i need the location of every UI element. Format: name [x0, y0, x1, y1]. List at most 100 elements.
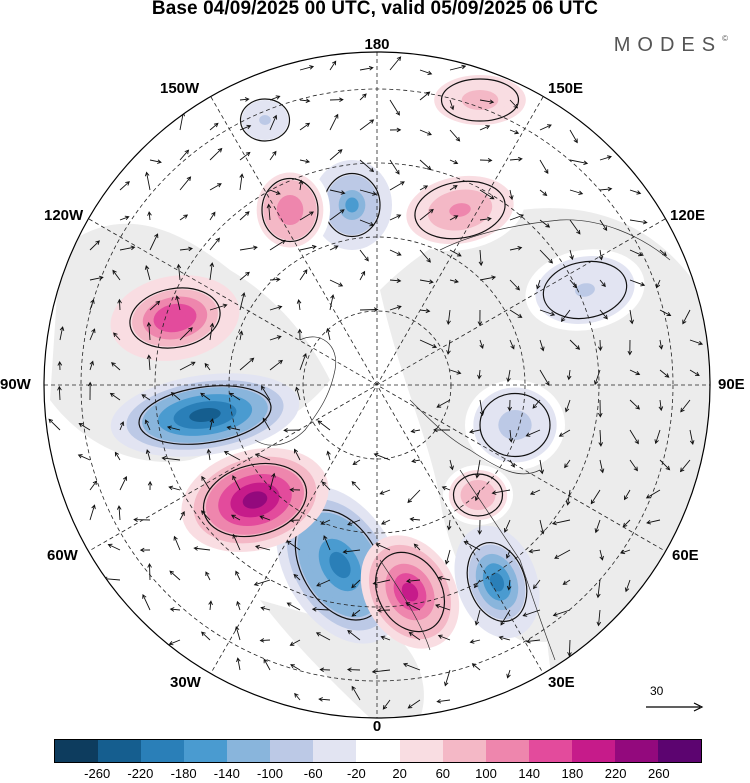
wind-vector-arrow [359, 219, 375, 227]
label-60w: 60W [47, 547, 78, 564]
wind-vector-arrow [262, 417, 271, 431]
wind-vector-arrow [209, 418, 215, 431]
wind-vector-arrow [209, 147, 223, 161]
wind-vectors [48, 56, 704, 710]
colorbar-bin-6 [313, 740, 357, 762]
wind-vector-arrow [419, 159, 432, 171]
wind-vector-arrow [509, 214, 525, 221]
colorbar [54, 739, 702, 763]
anomaly-contour-band [164, 310, 186, 326]
modes-logo: MODES© [614, 34, 728, 57]
wind-vector-arrow [539, 124, 552, 131]
wind-vector-arrow [325, 327, 331, 341]
wind-vector-arrow [629, 249, 643, 257]
anomaly-contour-band [401, 582, 419, 602]
wind-vector-arrow [529, 489, 541, 495]
wind-vector-arrow [689, 369, 700, 376]
wind-vector-arrow [596, 579, 601, 599]
wind-vector-arrow [629, 369, 641, 376]
colorbar-bin-14 [657, 740, 701, 762]
wind-vector-arrow [539, 519, 545, 535]
wind-vector-arrow [263, 658, 271, 671]
wind-vector-arrow [346, 667, 361, 673]
wind-vector-arrow [682, 309, 691, 325]
wind-vector-arrow [436, 698, 451, 704]
wind-vector-arrow [376, 608, 391, 613]
wind-vector-arrow [299, 269, 308, 281]
wind-vector-arrow [89, 298, 95, 311]
wind-vector-arrow [444, 549, 451, 565]
wind-vector-arrow [269, 472, 276, 491]
wind-vector-arrow [144, 419, 151, 431]
wind-vector-arrow [147, 211, 152, 221]
wind-vector-arrow [408, 631, 421, 641]
wind-vector-arrow [624, 489, 631, 501]
wind-vector-arrow [89, 240, 100, 251]
wind-vector-arrow [209, 183, 222, 191]
wind-vector-arrow [209, 211, 216, 221]
wind-vector-arrow [352, 459, 361, 465]
wind-vector-arrow [253, 579, 271, 587]
label-120e: 120E [670, 207, 706, 224]
wind-vector-arrow [173, 535, 181, 551]
wind-vector-arrow [569, 189, 584, 196]
wind-vector-arrow [293, 573, 301, 581]
wind-vector-arrow [509, 459, 515, 468]
wind-vector-arrow [679, 459, 691, 473]
wind-vector-arrow [469, 639, 481, 644]
wind-vector-arrow [296, 299, 302, 311]
wind-vector-arrow [208, 600, 213, 611]
wind-vector-arrow [622, 519, 631, 528]
wind-vector-arrow [539, 219, 551, 228]
wind-vector-arrow [407, 699, 421, 709]
wind-vector-arrow [57, 385, 62, 401]
wind-vector-arrow [145, 449, 151, 461]
wind-vector-arrow [170, 391, 181, 401]
wind-vector-arrow [389, 56, 402, 71]
streamline-circulation [479, 392, 551, 458]
wind-vector-arrow [226, 425, 241, 431]
wind-vector-arrow [505, 549, 511, 559]
wind-vector-arrow [259, 515, 271, 521]
wind-vector-arrow [229, 392, 241, 401]
wind-vector-arrow [594, 519, 601, 534]
wind-vector-arrow [347, 629, 361, 641]
wind-vector-arrow [168, 639, 181, 646]
wind-vector-arrow [551, 519, 571, 526]
colorbar-bin-9 [442, 740, 486, 762]
wind-vector-arrow [564, 459, 571, 469]
wind-vector-arrow [506, 579, 512, 591]
wind-vector-arrow [299, 353, 307, 371]
wind-vector-arrow [116, 505, 122, 521]
wind-vector-arrow [449, 185, 458, 191]
wind-vector-arrow [147, 480, 153, 491]
wind-vector-arrow [539, 459, 545, 475]
wind-vector-arrow [444, 669, 451, 687]
wind-vector-arrow [659, 369, 670, 378]
wind-vector-arrow [532, 399, 541, 409]
colorbar-tick-label: -60 [303, 766, 323, 781]
wind-vector-arrow [599, 155, 612, 161]
wind-vector-arrow [260, 606, 271, 611]
wind-vector-arrow [599, 186, 613, 192]
anomaly-contour-band [329, 551, 351, 579]
wind-vector-arrow [419, 308, 431, 314]
wind-vector-arrow [142, 593, 151, 611]
wind-vector-arrow [479, 339, 484, 349]
wind-vector-arrow [441, 486, 451, 491]
streamline-circulation [542, 260, 628, 320]
colorbar-bin-3 [184, 740, 228, 762]
wind-vector-arrow [321, 481, 331, 491]
wind-vector-arrow [435, 603, 451, 611]
anomaly-contour-band [449, 203, 471, 217]
wind-vector-arrow [149, 300, 161, 311]
wind-vector-arrow [114, 451, 121, 461]
wind-vector-arrow [239, 173, 244, 191]
wind-vector-arrow [539, 189, 548, 196]
wind-vector-arrow [593, 369, 601, 386]
wind-vector-arrow [351, 609, 361, 617]
wind-vector-arrow [297, 328, 303, 341]
wind-vector-arrow [373, 452, 391, 461]
positive-anomaly-cell [395, 169, 525, 251]
wind-vector-arrow [239, 357, 255, 371]
